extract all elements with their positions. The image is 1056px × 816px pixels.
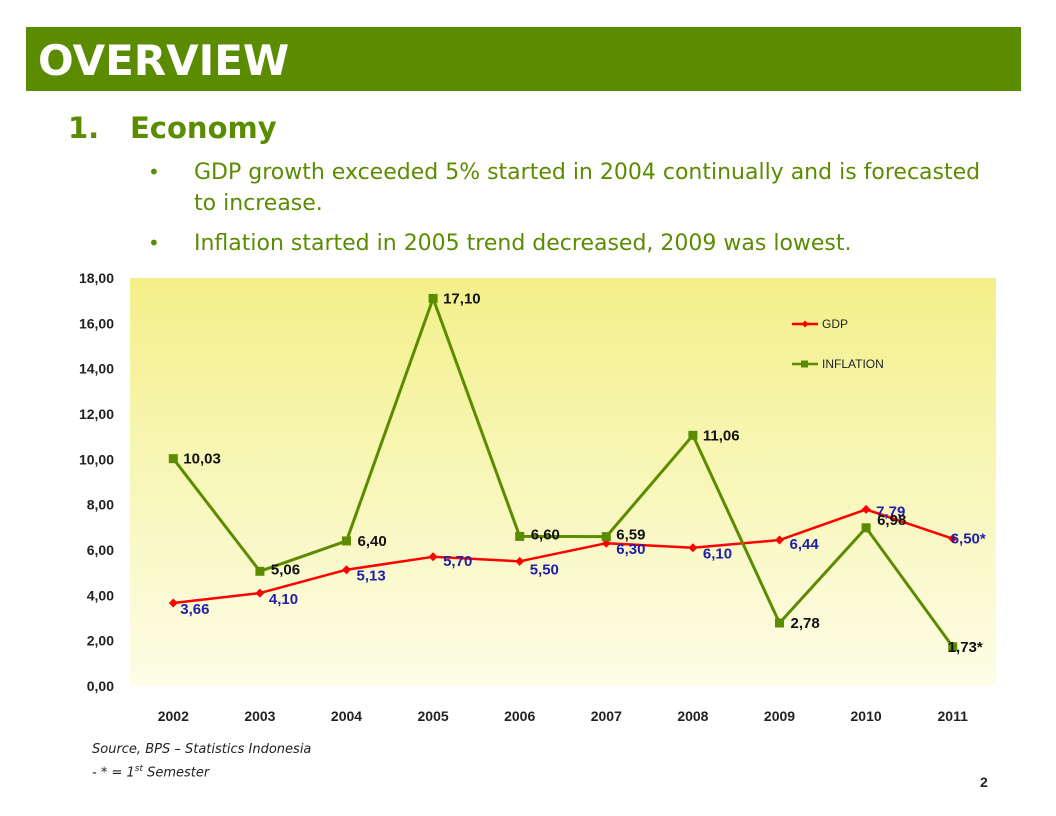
section-number: 1. (68, 111, 100, 145)
gdp-point (775, 535, 784, 545)
inflation-data-label: 2,78 (791, 615, 820, 632)
gdp-data-label: 6,30 (616, 541, 645, 558)
x-tick-label: 2011 (938, 708, 969, 724)
series-layer (168, 293, 958, 652)
gdp-data-label: 6,50* (951, 531, 986, 548)
gdp-data-label: 3,66 (180, 601, 209, 618)
gdp-data-label: 5,50 (530, 561, 559, 578)
inflation-point (255, 566, 265, 576)
gdp-data-label: 6,44 (790, 536, 820, 553)
inflation-data-label: 5,06 (271, 561, 300, 578)
gdp-data-label: 7,79 (876, 503, 905, 520)
gdp-point (948, 534, 958, 544)
inflation-line (172, 296, 954, 648)
page-number: 2 (980, 774, 988, 790)
bullet-icon: • (148, 231, 160, 255)
inflation-point (515, 531, 525, 541)
y-tick-label: 14,00 (79, 361, 114, 377)
footnote: - * = 1st Semester (92, 764, 209, 780)
legend: GDP INFLATION (792, 317, 884, 371)
inflation-data-label: 6,40 (358, 533, 387, 550)
inflation-point (861, 523, 871, 533)
gdp-line (173, 508, 954, 605)
gdp-point (515, 556, 525, 566)
inflation-point (948, 642, 958, 652)
inflation-data-label: 1,73* (948, 639, 983, 656)
x-tick-label: 2004 (331, 708, 362, 724)
y-axis: 0,00 2,00 4,00 6,00 8,00 10,00 12,00 14,00 16,00… (79, 270, 114, 694)
x-axis: 2002 2003 2004 2005 2006 2007 2008 2009 2010 2011 (158, 708, 968, 724)
inflation-point (601, 532, 611, 542)
footnote-prefix: - * = 1 (92, 765, 135, 781)
gdp-point (688, 543, 698, 553)
inflation-point (428, 293, 438, 303)
inflation-legend-marker (801, 360, 808, 368)
source-note: Source, BPS – Statistics Indonesia (92, 742, 312, 757)
bullet-text: Inflation started in 2005 trend decrease… (194, 231, 852, 256)
inflation-data-label: 6,60 (531, 526, 560, 543)
x-tick-label: 2002 (158, 708, 189, 724)
gdp-data-label: 6,10 (703, 546, 732, 563)
section-heading: 1. Economy (68, 111, 277, 145)
x-tick-label: 2008 (677, 708, 708, 724)
plot-area (130, 278, 996, 686)
y-tick-label: 18,00 (79, 270, 114, 286)
y-tick-label: 8,00 (87, 497, 114, 513)
inflation-data-label: 17,10 (443, 290, 481, 307)
inflation-point (342, 536, 351, 546)
gdp-point (861, 504, 871, 514)
y-tick-label: 10,00 (79, 451, 114, 467)
bullet-icon: • (148, 160, 160, 184)
y-tick-label: 6,00 (87, 542, 114, 558)
gdp-legend-marker (801, 320, 809, 328)
footnote-sup: st (134, 764, 143, 774)
section-title: Economy (130, 111, 277, 145)
y-tick-label: 4,00 (87, 587, 114, 603)
footnote-suffix: Semester (142, 765, 210, 781)
x-tick-label: 2009 (764, 708, 795, 724)
x-tick-label: 2010 (851, 708, 882, 724)
gdp-point (342, 565, 351, 575)
gdp-point (168, 598, 178, 608)
x-tick-label: 2005 (418, 708, 449, 724)
y-tick-label: 0,00 (87, 678, 114, 694)
gdp-data-label: 5,13 (357, 568, 386, 585)
inflation-data-label: 10,03 (183, 451, 221, 468)
gdp-point (428, 552, 438, 562)
inflation-data-label: 11,06 (703, 427, 740, 444)
inflation-data-label: 6,98 (877, 512, 906, 529)
x-tick-label: 2007 (591, 708, 622, 724)
y-tick-label: 12,00 (79, 406, 114, 422)
page-title: OVERVIEW (38, 36, 290, 85)
data-labels: 3,66 4,10 5,13 5,70 5,50 6,30 6,10 6,44 7,79 6,50… (180, 290, 986, 655)
gdp-legend-label: GDP (822, 317, 848, 331)
x-tick-label: 2003 (244, 708, 275, 724)
gdp-data-label: 5,70 (443, 553, 472, 570)
gdp-point (255, 588, 265, 598)
x-tick-label: 2006 (504, 708, 535, 724)
inflation-data-label: 6,59 (616, 527, 645, 544)
inflation-point (775, 618, 784, 628)
inflation-legend-label: INFLATION (822, 357, 884, 371)
y-tick-label: 2,00 (87, 633, 114, 649)
inflation-point (688, 430, 698, 440)
gdp-data-label: 4,10 (269, 591, 298, 608)
bullet-text: GDP growth exceeded 5% started in 2004 c… (194, 160, 981, 216)
title-banner: OVERVIEW (26, 27, 1021, 91)
y-tick-label: 16,00 (79, 315, 114, 331)
inflation-point (168, 454, 178, 464)
